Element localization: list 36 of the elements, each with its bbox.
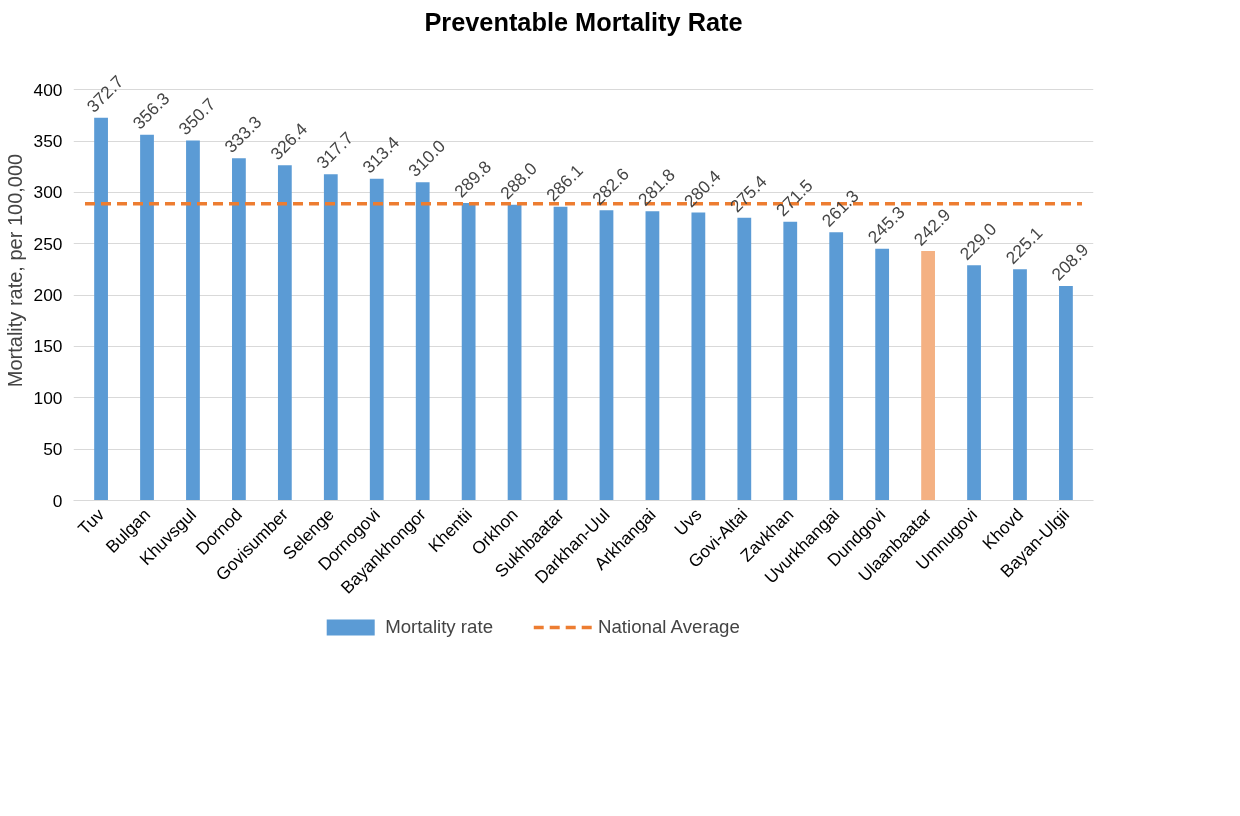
- chart-title: Preventable Mortality Rate: [424, 7, 743, 36]
- bar: [553, 206, 568, 501]
- bar: [94, 117, 108, 501]
- legend-label: National Average: [598, 616, 740, 638]
- bar: [921, 251, 935, 501]
- bar: [599, 210, 614, 501]
- y-tick-label: 300: [33, 182, 63, 203]
- bar: [967, 265, 981, 501]
- y-tick-label: 50: [43, 439, 63, 460]
- bar: [186, 140, 200, 501]
- bar: [691, 212, 706, 501]
- bar: [1013, 269, 1027, 501]
- bar: [875, 248, 890, 501]
- y-tick-label: 350: [33, 131, 63, 152]
- bar: [1059, 286, 1073, 501]
- bar: [140, 134, 154, 501]
- y-tick-label: 100: [33, 387, 63, 408]
- bar: [737, 217, 752, 501]
- bar: [323, 174, 338, 501]
- x-tick-label: Tuv: [74, 504, 109, 539]
- y-tick-label: 250: [33, 233, 63, 254]
- bar: [783, 221, 798, 501]
- bar: [829, 232, 844, 501]
- bar: [277, 165, 292, 501]
- bar: [232, 158, 246, 501]
- y-tick-label: 200: [33, 285, 63, 306]
- bar: [461, 202, 476, 501]
- y-tick-label: 400: [33, 79, 63, 100]
- y-tick-label: 0: [52, 490, 63, 511]
- bar: [415, 182, 430, 501]
- y-axis-title: Mortality rate, per 100,000: [3, 153, 26, 388]
- bar: [507, 204, 522, 501]
- legend-label: Mortality rate: [385, 616, 494, 638]
- y-tick-label: 150: [33, 336, 63, 357]
- bar: [369, 178, 384, 501]
- bar: [645, 211, 660, 501]
